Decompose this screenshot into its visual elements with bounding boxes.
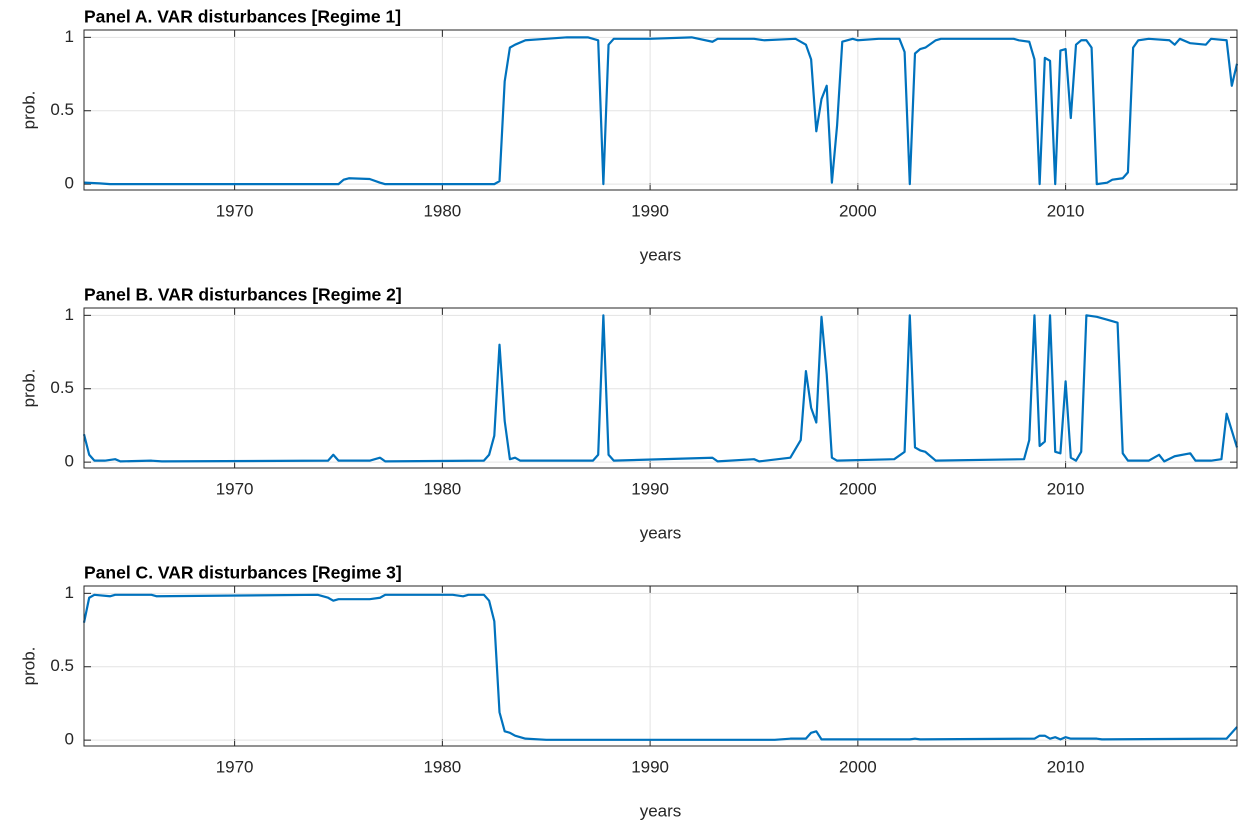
y-axis-label: prob.: [19, 91, 38, 130]
x-tick-label: 1970: [216, 201, 254, 220]
x-tick-label: 2000: [839, 757, 877, 776]
y-tick-label: 0.5: [50, 378, 74, 397]
x-tick-label: 1990: [631, 201, 669, 220]
plot-frame: [83, 585, 1238, 747]
x-tick-label: 2000: [839, 201, 877, 220]
plot-area: [84, 30, 1237, 190]
y-tick-label: 0: [65, 452, 74, 471]
chart-title: Panel B. VAR disturbances [Regime 2]: [84, 285, 402, 305]
chart-title: Panel A. VAR disturbances [Regime 1]: [84, 7, 401, 27]
data-line: [82, 314, 1238, 463]
x-tick-label: 2010: [1047, 479, 1085, 498]
y-axis-label: prob.: [19, 647, 38, 686]
x-tick-label: 1970: [216, 479, 254, 498]
x-tick-label: 1990: [631, 757, 669, 776]
chart-title: Panel C. VAR disturbances [Regime 3]: [84, 563, 402, 583]
y-tick-label: 0: [65, 730, 74, 749]
y-tick-label: 0: [65, 174, 74, 193]
x-tick-label: 1980: [423, 479, 461, 498]
y-tick-label: 1: [65, 27, 74, 46]
x-tick-label: 1980: [423, 201, 461, 220]
y-axis-label: prob.: [19, 369, 38, 408]
x-tick-label: 1980: [423, 757, 461, 776]
y-tick-label: 1: [65, 305, 74, 324]
y-tick-label: 0.5: [50, 656, 74, 675]
x-axis-label: years: [640, 801, 682, 820]
plot-frame: [83, 29, 1238, 191]
y-tick-label: 1: [65, 583, 74, 602]
data-line: [83, 36, 1238, 186]
x-axis-label: years: [640, 245, 682, 264]
plot-frame: [83, 307, 1238, 469]
x-tick-label: 1990: [631, 479, 669, 498]
x-tick-label: 2010: [1047, 757, 1085, 776]
plot-area: [84, 586, 1237, 746]
data-line: [82, 593, 1238, 741]
x-tick-label: 2010: [1047, 201, 1085, 220]
x-tick-label: 1970: [216, 757, 254, 776]
x-tick-label: 2000: [839, 479, 877, 498]
x-axis-label: years: [640, 523, 682, 542]
y-tick-label: 0.5: [50, 100, 74, 119]
